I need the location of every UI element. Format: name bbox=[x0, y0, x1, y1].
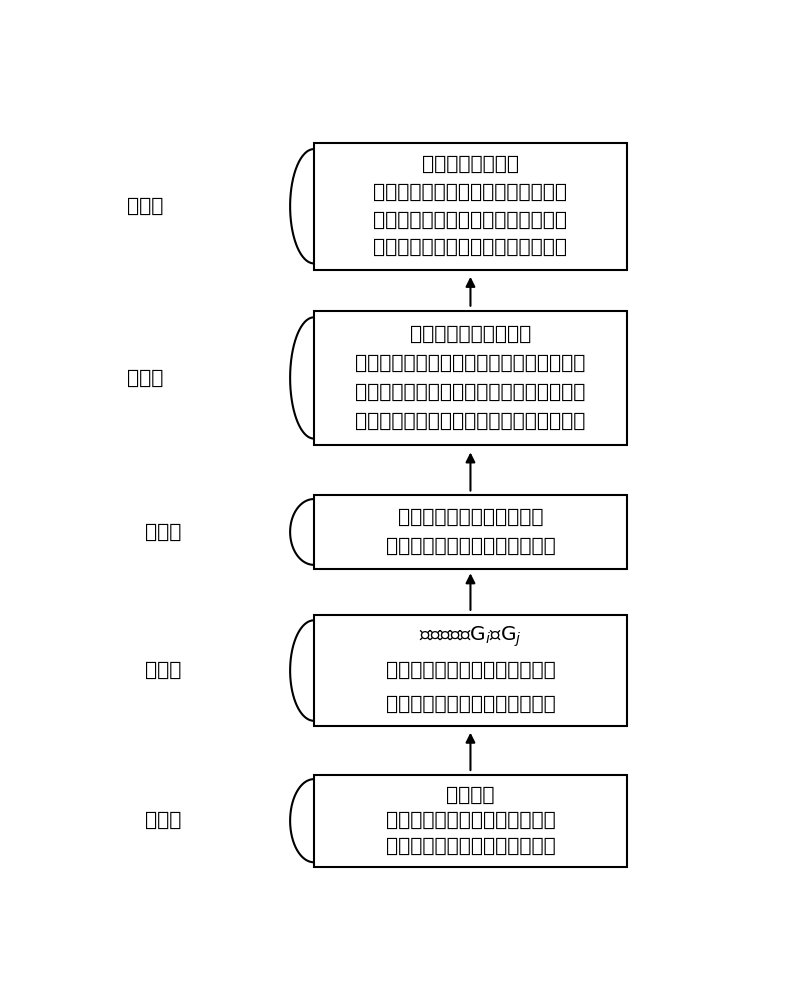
Text: 对所得子图重复二、三步骤直到子图数量大: 对所得子图重复二、三步骤直到子图数量大 bbox=[356, 412, 586, 431]
FancyBboxPatch shape bbox=[314, 495, 627, 569]
Text: 压潜力，判断是否安装减压阀，形成: 压潜力，判断是否安装减压阀，形成 bbox=[373, 183, 567, 202]
Text: 利用蚁群算法优化子图边界，使: 利用蚁群算法优化子图边界，使 bbox=[385, 537, 555, 556]
Text: 步骤三: 步骤三 bbox=[145, 522, 182, 541]
Text: 据实测数据进行全管网水力模拟: 据实测数据进行全管网水力模拟 bbox=[385, 811, 555, 830]
Text: 于要求分区数，对于不符合直接供水要求的: 于要求分区数，对于不符合直接供水要求的 bbox=[356, 383, 586, 402]
Text: 模型校核: 模型校核 bbox=[446, 786, 494, 805]
Text: 步骤二: 步骤二 bbox=[145, 661, 182, 680]
Text: 为两个子图$\mathregular{G}_{i}$和$\mathregular{G}_{j}$: 为两个子图$\mathregular{G}_{i}$和$\mathregular… bbox=[419, 624, 522, 649]
Text: 步骤四: 步骤四 bbox=[127, 368, 163, 387]
FancyBboxPatch shape bbox=[314, 143, 627, 270]
Text: 将供水管网拓扑图转变为深度优: 将供水管网拓扑图转变为深度优 bbox=[385, 695, 555, 714]
FancyBboxPatch shape bbox=[314, 615, 627, 726]
FancyBboxPatch shape bbox=[314, 311, 627, 445]
Text: 步骤五: 步骤五 bbox=[127, 197, 163, 216]
Text: 子图之间的管段连接最小化: 子图之间的管段连接最小化 bbox=[398, 508, 543, 527]
Text: 最终压力分区方式: 最终压力分区方式 bbox=[422, 155, 519, 174]
FancyBboxPatch shape bbox=[314, 774, 627, 867]
Text: 区域与周围区域进行压力相似性分析，相似: 区域与周围区域进行压力相似性分析，相似 bbox=[356, 354, 586, 373]
Text: 断开区域之间的拓扑连接，利用水力: 断开区域之间的拓扑连接，利用水力 bbox=[373, 238, 567, 257]
Text: 先森林，并将深度优先森林划分: 先森林，并将深度优先森林划分 bbox=[385, 661, 555, 680]
Text: 建立全管网水力模拟模型，并根: 建立全管网水力模拟模型，并根 bbox=[385, 837, 555, 856]
Text: 模拟模型进行计算，分析各区域的降: 模拟模型进行计算，分析各区域的降 bbox=[373, 211, 567, 230]
Text: 程度大的区域进行合并: 程度大的区域进行合并 bbox=[410, 325, 531, 344]
Text: 步骤一: 步骤一 bbox=[145, 811, 182, 830]
